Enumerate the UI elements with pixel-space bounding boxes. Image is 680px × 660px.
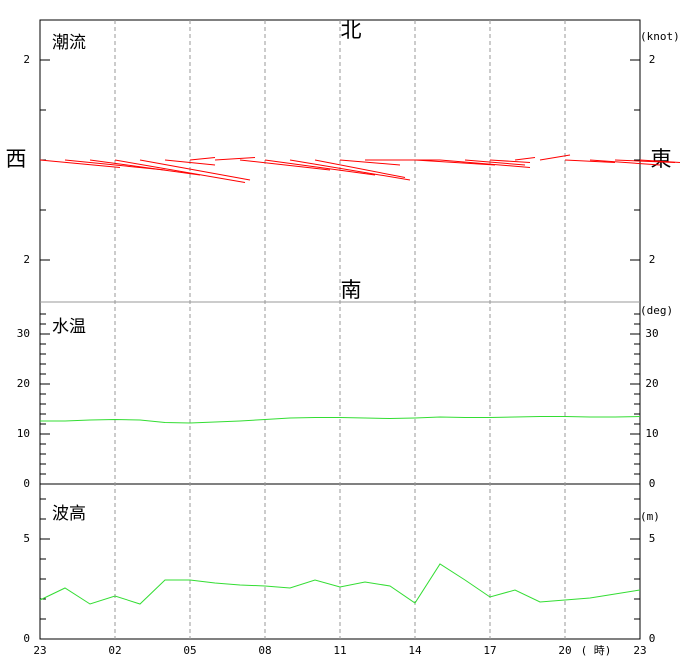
direction-label: 南 [341, 278, 362, 302]
current-vector [614, 159, 676, 163]
data-line [39, 563, 641, 605]
unit-label: (knot) [640, 30, 680, 43]
current-vector [89, 159, 201, 176]
panel-title: 潮流 [52, 33, 86, 53]
x-axis-label: ( 時) [581, 644, 612, 657]
direction-label: 東 [651, 147, 672, 171]
current-vector [214, 157, 256, 161]
x-tick-label: 23 [33, 644, 46, 657]
current-vector [139, 159, 251, 181]
current-vector [464, 159, 526, 166]
x-tick-label: 05 [183, 644, 196, 657]
direction-label: 北 [341, 18, 362, 42]
current-vector [39, 159, 121, 168]
current-vector [414, 159, 496, 166]
y-tick-label: 10 [17, 427, 30, 440]
current-vector [439, 159, 531, 168]
y-tick-label: 20 [17, 377, 30, 390]
y-tick-label: 2 [23, 53, 30, 66]
y-tick-label: 0 [649, 477, 656, 490]
current-vector [489, 159, 531, 163]
current-vector [589, 159, 661, 166]
panel-title: 波高 [52, 504, 86, 524]
unit-label: (deg) [640, 304, 673, 317]
unit-label: (m) [640, 510, 660, 523]
y-tick-label: 2 [649, 53, 656, 66]
current-vector [314, 159, 406, 178]
y-tick-label: 5 [23, 532, 30, 545]
current-vector [514, 157, 536, 161]
current-vector [189, 157, 216, 161]
x-tick-label: 17 [483, 644, 496, 657]
x-tick-label: 20 [558, 644, 571, 657]
panel-title: 水温 [52, 317, 86, 337]
current-vector [564, 159, 616, 163]
current-vector [289, 159, 411, 181]
current-vector [539, 154, 571, 161]
x-tick-label: 23 [633, 644, 646, 657]
current-vector [339, 159, 401, 166]
x-tick-label: 02 [108, 644, 121, 657]
current-vector [164, 159, 216, 166]
current-vector [239, 159, 331, 171]
current-vector [639, 159, 680, 163]
y-tick-label: 30 [645, 327, 658, 340]
data-line [40, 416, 641, 424]
y-tick-label: 0 [23, 477, 30, 490]
direction-label: 西 [6, 147, 27, 171]
y-tick-label: 2 [23, 253, 30, 266]
x-tick-label: 08 [258, 644, 271, 657]
y-tick-label: 0 [649, 632, 656, 645]
y-tick-label: 30 [17, 327, 30, 340]
y-tick-label: 20 [645, 377, 658, 390]
y-tick-label: 0 [23, 632, 30, 645]
y-tick-label: 5 [649, 532, 656, 545]
y-tick-label: 2 [649, 253, 656, 266]
y-tick-label: 10 [645, 427, 658, 440]
current-vector [114, 159, 246, 183]
current-vector [264, 159, 376, 176]
x-tick-label: 14 [408, 644, 422, 657]
x-tick-label: 11 [333, 644, 346, 657]
